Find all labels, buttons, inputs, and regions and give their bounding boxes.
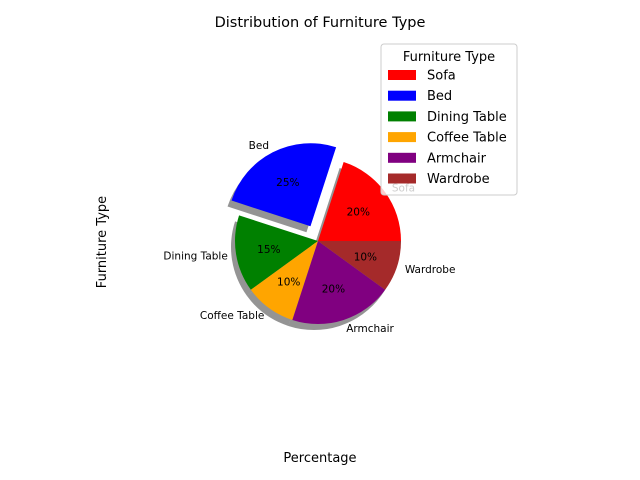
slice-bed	[231, 143, 337, 227]
chart-title: Distribution of Furniture Type	[215, 15, 426, 31]
slice-value-dining-table: 15%	[257, 244, 280, 256]
slice-label-wardrobe: Wardrobe	[405, 264, 456, 276]
slice-value-armchair: 20%	[322, 283, 345, 295]
slice-armchair	[292, 241, 386, 324]
legend-swatch-coffee-table	[388, 132, 416, 143]
legend-label-sofa: Sofa	[427, 69, 456, 84]
slice-value-bed: 25%	[276, 177, 299, 189]
y-axis-label: Furniture Type	[95, 196, 110, 288]
legend-title: Furniture Type	[403, 50, 495, 65]
pie-slices	[231, 143, 401, 324]
legend-label-bed: Bed	[427, 89, 452, 104]
slice-dining-table	[234, 215, 318, 290]
legend-swatch-sofa	[388, 70, 416, 80]
legend-item-wardrobe: Wardrobe	[388, 172, 490, 187]
legend-item-armchair: Armchair	[388, 151, 487, 166]
slice-label-armchair: Armchair	[346, 323, 394, 335]
slice-value-coffee-table: 10%	[277, 276, 300, 288]
slice-label-bed: Bed	[249, 140, 269, 152]
legend: Furniture Type Sofa Bed Dining Table Coffee…	[380, 43, 518, 196]
slice-label-dining-table: Dining Table	[163, 250, 227, 262]
legend-item-sofa: Sofa	[388, 69, 456, 84]
legend-swatch-dining-table	[388, 111, 416, 122]
legend-swatch-wardrobe	[388, 173, 416, 184]
slice-sofa	[318, 162, 401, 241]
x-axis-label: Percentage	[283, 451, 356, 466]
legend-label-armchair: Armchair	[427, 151, 487, 166]
slice-value-sofa: 20%	[347, 207, 370, 219]
legend-label-wardrobe: Wardrobe	[427, 172, 490, 187]
legend-item-bed: Bed	[388, 89, 452, 104]
slice-wardrobe	[318, 241, 401, 290]
legend-swatch-bed	[388, 90, 416, 101]
slice-value-wardrobe: 10%	[354, 251, 377, 263]
legend-label-coffee-table: Coffee Table	[427, 131, 507, 146]
slice-coffee-table	[250, 241, 318, 320]
legend-swatch-armchair	[388, 152, 416, 163]
legend-label-dining-table: Dining Table	[427, 110, 507, 125]
legend-item-dining-table: Dining Table	[388, 110, 507, 125]
slice-label-coffee-table: Coffee Table	[200, 310, 264, 322]
legend-item-coffee-table: Coffee Table	[388, 131, 507, 146]
